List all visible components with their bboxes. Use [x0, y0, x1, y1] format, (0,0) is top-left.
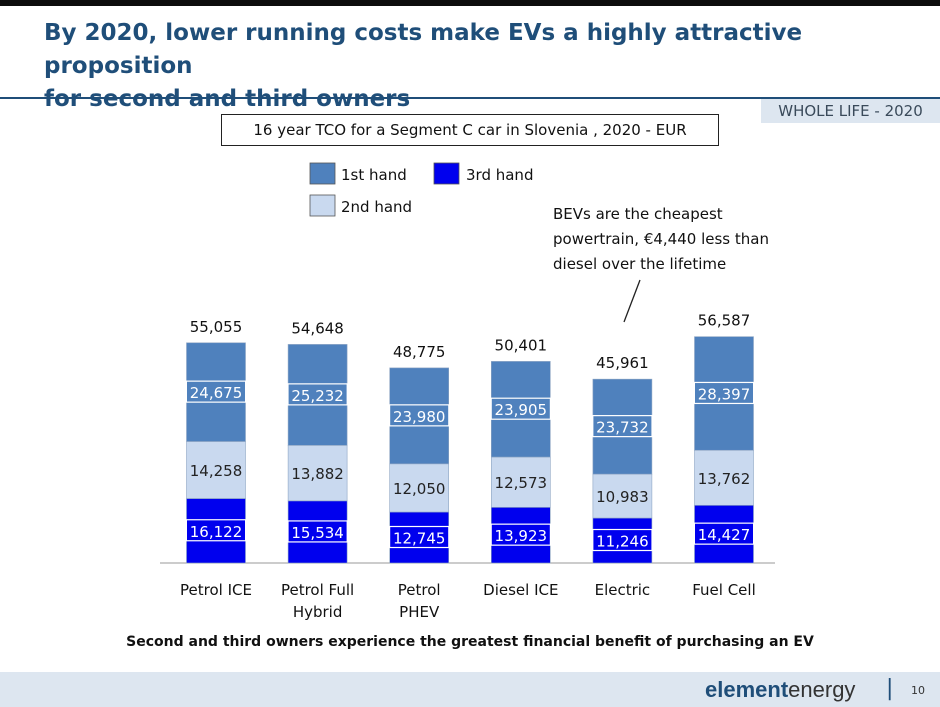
data-label-box: [185, 380, 247, 403]
bar-segment: [389, 463, 450, 513]
title-line-1: By 2020, lower running costs make EVs a …: [44, 20, 803, 79]
bar-segment: [694, 449, 754, 506]
logo-word-energy: energy: [788, 677, 856, 702]
category-label: Petrol Full: [281, 581, 354, 599]
data-label: 12,745: [393, 530, 446, 548]
annotation-text: powertrain, €4,440 less than: [553, 230, 769, 248]
data-label-box: [693, 381, 755, 405]
data-label: 24,675: [190, 384, 243, 402]
bar-segment: [186, 441, 246, 499]
category-label: Fuel Cell: [692, 581, 756, 599]
legend-label: 1st hand: [341, 166, 407, 184]
bar-segment: [287, 445, 348, 502]
data-label-box: [389, 404, 450, 427]
page-number: 10: [911, 684, 925, 697]
scope-badge: WHOLE LIFE - 2020: [761, 99, 940, 123]
data-label-box: [185, 519, 247, 542]
total-label: 54,648: [291, 319, 344, 337]
data-label-box: [389, 525, 450, 549]
total-label: 50,401: [495, 336, 548, 354]
data-label: 13,923: [495, 527, 548, 545]
total-label: 45,961: [596, 354, 649, 372]
data-label: 28,397: [698, 385, 751, 403]
data-label-box: [592, 415, 653, 438]
data-label: 16,122: [190, 523, 243, 541]
data-label: 13,762: [698, 470, 751, 488]
annotation-text: diesel over the lifetime: [553, 255, 726, 273]
bar-segment: [592, 473, 653, 519]
footer-bar: [0, 672, 940, 707]
data-label-box: [490, 523, 552, 546]
legend-swatch: [433, 162, 460, 185]
title-line-2: for second and third owners: [44, 86, 411, 112]
category-label: Hybrid: [293, 603, 343, 621]
legend-label: 3rd hand: [466, 166, 533, 184]
data-label-box: [490, 397, 552, 420]
annotation-pointer: [623, 279, 641, 323]
logo-separator: |: [886, 676, 894, 701]
stacked-bar-chart: 16,122 14,258 24,675 55,055 Petrol ICE 15,534…: [160, 162, 775, 621]
annotation-text: BEVs are the cheapest: [553, 205, 723, 223]
data-label: 14,258: [190, 462, 243, 480]
data-label: 12,050: [393, 480, 446, 498]
total-label: 56,587: [698, 312, 751, 330]
data-label: 13,882: [291, 465, 344, 483]
category-label: Diesel ICE: [483, 581, 558, 599]
total-label: 48,775: [393, 343, 446, 361]
category-label: Petrol: [398, 581, 441, 599]
logo-word-element: element: [705, 677, 789, 702]
data-label: 12,573: [495, 474, 548, 492]
data-label: 23,905: [495, 401, 548, 419]
chart-title: 16 year TCO for a Segment C car in Slove…: [221, 114, 719, 146]
title-rule: [0, 97, 940, 99]
category-label: PHEV: [399, 603, 440, 621]
conclusion-text: Second and third owners experience the g…: [126, 634, 814, 650]
data-label: 25,232: [291, 387, 344, 405]
total-label: 55,055: [190, 318, 243, 336]
data-label: 10,983: [596, 488, 649, 506]
data-label: 11,246: [596, 533, 649, 551]
slide-title: By 2020, lower running costs make EVs a …: [44, 17, 924, 116]
brand-logo: elementenergy: [705, 677, 855, 703]
data-label: 23,980: [393, 408, 446, 426]
legend-label: 2nd hand: [341, 198, 412, 216]
legend-swatch: [309, 162, 336, 185]
top-border: [0, 0, 940, 6]
data-label-box: [287, 383, 348, 406]
data-label: 14,427: [698, 526, 751, 544]
data-label: 23,732: [596, 419, 649, 437]
category-label: Electric: [595, 581, 651, 599]
data-label-box: [592, 528, 653, 552]
bar-segment: [490, 456, 551, 508]
data-label-box: [693, 522, 755, 545]
data-label-box: [287, 520, 348, 543]
data-label: 15,534: [291, 524, 344, 542]
legend-swatch: [309, 194, 336, 217]
category-label: Petrol ICE: [180, 581, 252, 599]
